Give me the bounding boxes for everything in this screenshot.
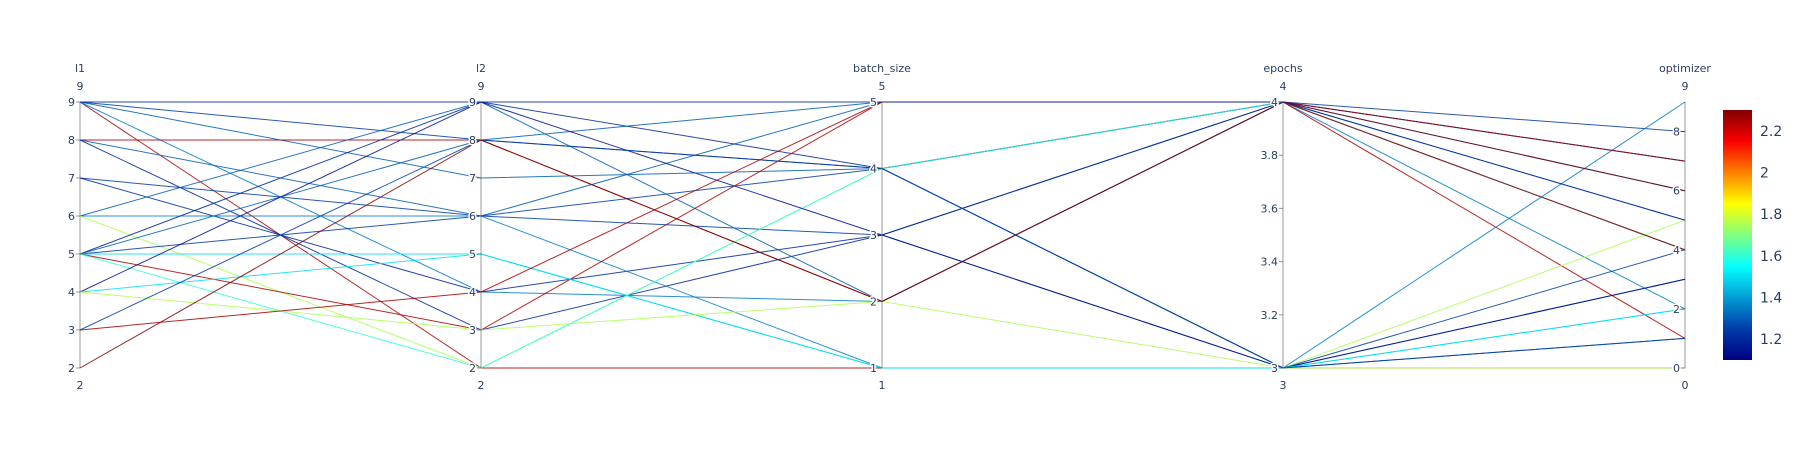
- tick-label: 4: [68, 286, 75, 299]
- tick-label: 4: [1271, 96, 1278, 109]
- axis-range-min: 0: [1682, 379, 1689, 392]
- axis-range-min: 2: [478, 379, 485, 392]
- tick-label: 3.8: [1261, 149, 1279, 162]
- colorbar-tick-label: 1.4: [1760, 291, 1782, 307]
- axis-range-min: 2: [77, 379, 84, 392]
- tick-label: 4: [870, 163, 877, 176]
- tick-label: 8: [469, 134, 476, 147]
- axis-range-min: 3: [1280, 379, 1287, 392]
- tick-label: 2: [870, 296, 877, 309]
- colorbar-tick-label: 1.2: [1760, 332, 1782, 348]
- tick-label: 5: [469, 248, 476, 261]
- tick-label: 9: [469, 96, 476, 109]
- tick-label: 8: [68, 134, 75, 147]
- axis-title: l2: [476, 62, 486, 75]
- tick-label: 3.2: [1261, 309, 1279, 322]
- tick-label: 6: [68, 210, 75, 223]
- colorbar-tick-label: 2.2: [1760, 124, 1782, 140]
- tick-label: 3: [68, 324, 75, 337]
- tick-label: 2: [68, 362, 75, 375]
- colorbar-ticks: 1.2 1.4 1.6 1.8 2 2.2: [1760, 124, 1782, 348]
- axis-batch_size[interactable]: batch_size 5 1 5 4 3 2 1: [853, 62, 911, 392]
- tick-label: 3: [870, 229, 877, 242]
- colorbar-tick-label: 2: [1760, 166, 1769, 182]
- tick-label: 3.6: [1261, 202, 1279, 215]
- tick-label: 6: [469, 210, 476, 223]
- axis-range-max: 9: [478, 80, 485, 93]
- axis-range-max: 9: [77, 80, 84, 93]
- colorbar-tick-label: 1.8: [1760, 207, 1782, 223]
- axis-range-max: 9: [1682, 80, 1689, 93]
- axis-title: epochs: [1263, 62, 1302, 75]
- axis-title: batch_size: [853, 62, 911, 75]
- tick-label: 0: [1673, 362, 1680, 375]
- tick-label: 4: [469, 286, 476, 299]
- colorbar-gradient: [1723, 110, 1752, 360]
- tick-label: 5: [870, 96, 877, 109]
- axis-epochs[interactable]: epochs 4 3 4 3.8 3.6 3.4 3.2 3: [1259, 62, 1303, 392]
- tick-label: 9: [68, 96, 75, 109]
- axis-l1[interactable]: l1 9 2 9 8 7 6 5 4 3 2: [67, 62, 86, 392]
- tick-label: 6: [1673, 185, 1680, 198]
- tick-label: 3.4: [1261, 256, 1279, 269]
- colorbar-tick-label: 1.6: [1760, 249, 1782, 265]
- tick-label: 7: [68, 172, 75, 185]
- tick-label: 1: [870, 362, 877, 375]
- tick-label: 2: [469, 362, 476, 375]
- axis-range-max: 4: [1280, 80, 1287, 93]
- axis-range-min: 1: [879, 379, 886, 392]
- axis-optimizer[interactable]: optimizer 9 0 8 6 4 2 0: [1659, 62, 1711, 392]
- axis-range-max: 5: [879, 80, 886, 93]
- tick-label: 5: [68, 248, 75, 261]
- tick-label: 2: [1673, 303, 1680, 316]
- tick-label: 7: [469, 172, 476, 185]
- tick-label: 3: [1271, 362, 1278, 375]
- tick-label: 8: [1673, 126, 1680, 139]
- tick-label: 4: [1673, 244, 1680, 257]
- colorbar: 1.2 1.4 1.6 1.8 2 2.2: [1723, 110, 1782, 360]
- axis-title: l1: [75, 62, 85, 75]
- axes-layer: l1 9 2 9 8 7 6 5 4 3 2 l2 9 2 9 8 7 6 5 4 3 2 batch_size 5 1 5 4 3 2…: [67, 62, 1712, 392]
- axis-l2[interactable]: l2 9 2 9 8 7 6 5 4 3 2: [468, 62, 487, 392]
- tick-label: 3: [469, 324, 476, 337]
- axis-title: optimizer: [1659, 62, 1711, 75]
